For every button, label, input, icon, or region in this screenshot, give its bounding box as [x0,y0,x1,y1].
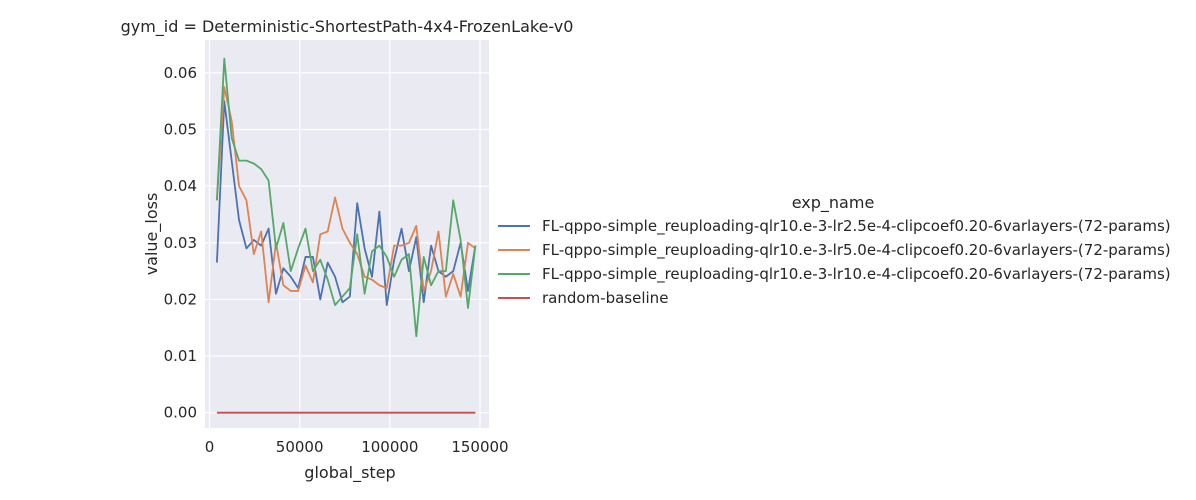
legend-title: exp_name [792,193,875,213]
y-tick-labels: 0.00 0.01 0.02 0.03 0.04 0.05 0.06 [164,64,197,422]
y-tick-label: 0.00 [164,404,197,422]
series-line-1 [215,100,477,306]
legend-items: FL-qppo-simple_reuploading-qlr10.e-3-lr2… [498,217,1171,307]
y-tick-label: 0.03 [164,234,197,252]
legend: exp_name FL-qppo-simple_reuploading-qlr1… [498,193,1171,307]
chart-title: gym_id = Deterministic-ShortestPath-4x4-… [121,17,574,37]
x-tick-label: 100000 [361,438,418,456]
legend-label-4: random-baseline [542,289,668,307]
x-tick-label: 150000 [451,438,508,456]
y-tick-label: 0.06 [164,64,197,82]
series-layer [215,57,477,414]
y-tick-label: 0.01 [164,347,197,365]
legend-label-2: FL-qppo-simple_reuploading-qlr10.e-3-lr5… [542,241,1171,260]
y-tick-label: 0.04 [164,177,197,195]
series-line-2 [215,86,476,304]
legend-label-3: FL-qppo-simple_reuploading-qlr10.e-3-lr1… [542,265,1171,284]
x-axis-label: global_step [304,463,395,483]
x-tick-label: 50000 [276,438,324,456]
plot-background [205,40,489,428]
x-gridlines [208,40,481,428]
y-axis-label: value_loss [142,193,162,276]
y-tick-label: 0.02 [164,290,197,308]
y-tick-label: 0.05 [164,120,197,138]
x-tick-labels: 0 50000 100000 150000 [205,438,509,456]
legend-label-1: FL-qppo-simple_reuploading-qlr10.e-3-lr2… [542,217,1171,236]
x-tick-label: 0 [205,438,215,456]
series-line-3 [215,57,477,338]
